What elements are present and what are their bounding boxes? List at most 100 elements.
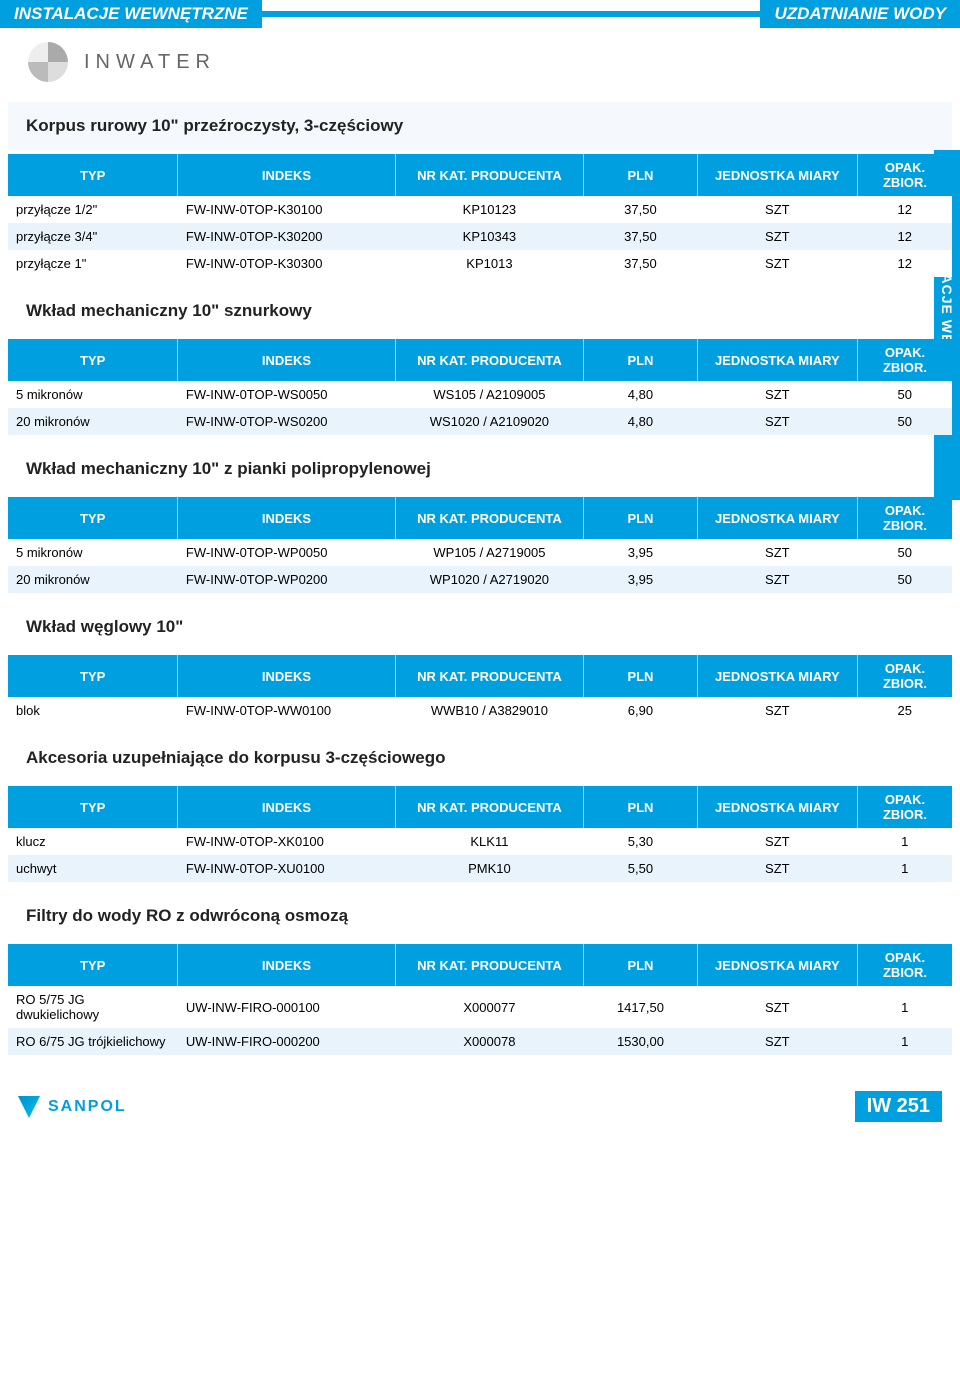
cell-nrkat: WS1020 / A2109020 — [395, 408, 584, 435]
table-wrap: TYPINDEKSNR KAT. PRODUCENTAPLNJEDNOSTKA … — [8, 497, 952, 593]
cell-pln: 1530,00 — [584, 1028, 697, 1055]
footer-brand: SANPOL — [18, 1096, 127, 1118]
section-title: Korpus rurowy 10" przeźroczysty, 3-częśc… — [8, 102, 952, 150]
cell-opak: 1 — [858, 1028, 952, 1055]
section: Wkład mechaniczny 10" z pianki polipropy… — [0, 445, 960, 593]
cell-typ: przyłącze 1/2" — [8, 196, 178, 223]
table-row: 5 mikronówFW-INW-0TOP-WP0050WP105 / A271… — [8, 539, 952, 566]
product-table: TYPINDEKSNR KAT. PRODUCENTAPLNJEDNOSTKA … — [8, 339, 952, 435]
cell-indeks: FW-INW-0TOP-WP0200 — [178, 566, 395, 593]
th-jednostka: JEDNOSTKA MIARY — [697, 497, 857, 539]
cell-nrkat: WP105 / A2719005 — [395, 539, 584, 566]
th-opak: OPAK. ZBIOR. — [858, 655, 952, 697]
cell-jednostka: SZT — [697, 381, 857, 408]
th-typ: TYP — [8, 497, 178, 539]
th-opak: OPAK. ZBIOR. — [858, 944, 952, 986]
cell-pln: 37,50 — [584, 250, 697, 277]
page-number: IW 251 — [855, 1091, 942, 1122]
cell-typ: uchwyt — [8, 855, 178, 882]
cell-indeks: UW-INW-FIRO-000200 — [178, 1028, 395, 1055]
brand-logo-icon — [24, 40, 72, 84]
header-left-title: INSTALACJE WEWNĘTRZNE — [0, 0, 262, 28]
section: Filtry do wody RO z odwróconą osmoząTYPI… — [0, 892, 960, 1055]
th-opak: OPAK. ZBIOR. — [858, 497, 952, 539]
header-spacer — [262, 11, 761, 17]
cell-typ: 5 mikronów — [8, 381, 178, 408]
th-nrkat: NR KAT. PRODUCENTA — [395, 497, 584, 539]
cell-nrkat: KP1013 — [395, 250, 584, 277]
section: Akcesoria uzupełniające do korpusu 3-czę… — [0, 734, 960, 882]
cell-jednostka: SZT — [697, 828, 857, 855]
table-row: przyłącze 3/4"FW-INW-0TOP-K30200KP103433… — [8, 223, 952, 250]
cell-nrkat: WP1020 / A2719020 — [395, 566, 584, 593]
cell-indeks: FW-INW-0TOP-K30200 — [178, 223, 395, 250]
th-indeks: INDEKS — [178, 944, 395, 986]
table-wrap: TYPINDEKSNR KAT. PRODUCENTAPLNJEDNOSTKA … — [8, 339, 952, 435]
cell-typ: przyłącze 1" — [8, 250, 178, 277]
cell-opak: 50 — [858, 566, 952, 593]
cell-pln: 37,50 — [584, 196, 697, 223]
product-table: TYPINDEKSNR KAT. PRODUCENTAPLNJEDNOSTKA … — [8, 786, 952, 882]
th-pln: PLN — [584, 786, 697, 828]
cell-pln: 4,80 — [584, 381, 697, 408]
cell-typ: blok — [8, 697, 178, 724]
th-jednostka: JEDNOSTKA MIARY — [697, 944, 857, 986]
th-indeks: INDEKS — [178, 497, 395, 539]
cell-indeks: FW-INW-0TOP-WS0050 — [178, 381, 395, 408]
cell-nrkat: KLK11 — [395, 828, 584, 855]
cell-pln: 5,50 — [584, 855, 697, 882]
cell-jednostka: SZT — [697, 855, 857, 882]
th-opak: OPAK. ZBIOR. — [858, 786, 952, 828]
cell-pln: 3,95 — [584, 566, 697, 593]
section-title: Akcesoria uzupełniające do korpusu 3-czę… — [8, 734, 952, 782]
table-row: uchwytFW-INW-0TOP-XU0100PMK105,50SZT1 — [8, 855, 952, 882]
th-pln: PLN — [584, 497, 697, 539]
cell-opak: 50 — [858, 381, 952, 408]
th-typ: TYP — [8, 944, 178, 986]
cell-indeks: FW-INW-0TOP-WS0200 — [178, 408, 395, 435]
sections-host: Korpus rurowy 10" przeźroczysty, 3-częśc… — [0, 102, 960, 1055]
cell-nrkat: X000078 — [395, 1028, 584, 1055]
cell-jednostka: SZT — [697, 986, 857, 1028]
th-jednostka: JEDNOSTKA MIARY — [697, 655, 857, 697]
table-row: 20 mikronówFW-INW-0TOP-WS0200WS1020 / A2… — [8, 408, 952, 435]
cell-indeks: FW-INW-0TOP-XK0100 — [178, 828, 395, 855]
table-wrap: TYPINDEKSNR KAT. PRODUCENTAPLNJEDNOSTKA … — [8, 786, 952, 882]
table-row: RO 6/75 JG trójkielichowyUW-INW-FIRO-000… — [8, 1028, 952, 1055]
th-typ: TYP — [8, 655, 178, 697]
section: Korpus rurowy 10" przeźroczysty, 3-częśc… — [0, 102, 960, 277]
cell-nrkat: PMK10 — [395, 855, 584, 882]
header-right-title: UZDATNIANIE WODY — [760, 0, 960, 28]
cell-nrkat: WWB10 / A3829010 — [395, 697, 584, 724]
cell-typ: 5 mikronów — [8, 539, 178, 566]
cell-typ: przyłącze 3/4" — [8, 223, 178, 250]
table-wrap: TYPINDEKSNR KAT. PRODUCENTAPLNJEDNOSTKA … — [8, 655, 952, 724]
product-table: TYPINDEKSNR KAT. PRODUCENTAPLNJEDNOSTKA … — [8, 497, 952, 593]
cell-jednostka: SZT — [697, 566, 857, 593]
section-title: Wkład mechaniczny 10" sznurkowy — [8, 287, 952, 335]
cell-indeks: FW-INW-0TOP-K30300 — [178, 250, 395, 277]
cell-jednostka: SZT — [697, 408, 857, 435]
cell-opak: 12 — [858, 223, 952, 250]
cell-typ: klucz — [8, 828, 178, 855]
th-indeks: INDEKS — [178, 786, 395, 828]
th-opak: OPAK. ZBIOR. — [858, 154, 952, 196]
product-table: TYPINDEKSNR KAT. PRODUCENTAPLNJEDNOSTKA … — [8, 655, 952, 724]
cell-typ: 20 mikronów — [8, 408, 178, 435]
brand-row: INWATER — [0, 28, 960, 102]
cell-opak: 50 — [858, 408, 952, 435]
cell-jednostka: SZT — [697, 250, 857, 277]
cell-opak: 50 — [858, 539, 952, 566]
cell-jednostka: SZT — [697, 1028, 857, 1055]
table-row: kluczFW-INW-0TOP-XK0100KLK115,30SZT1 — [8, 828, 952, 855]
cell-pln: 5,30 — [584, 828, 697, 855]
cell-pln: 6,90 — [584, 697, 697, 724]
cell-nrkat: WS105 / A2109005 — [395, 381, 584, 408]
th-jednostka: JEDNOSTKA MIARY — [697, 339, 857, 381]
cell-indeks: FW-INW-0TOP-K30100 — [178, 196, 395, 223]
table-row: przyłącze 1/2"FW-INW-0TOP-K30100KP101233… — [8, 196, 952, 223]
th-pln: PLN — [584, 154, 697, 196]
cell-indeks: UW-INW-FIRO-000100 — [178, 986, 395, 1028]
section: Wkład węglowy 10"TYPINDEKSNR KAT. PRODUC… — [0, 603, 960, 724]
cell-opak: 1 — [858, 986, 952, 1028]
